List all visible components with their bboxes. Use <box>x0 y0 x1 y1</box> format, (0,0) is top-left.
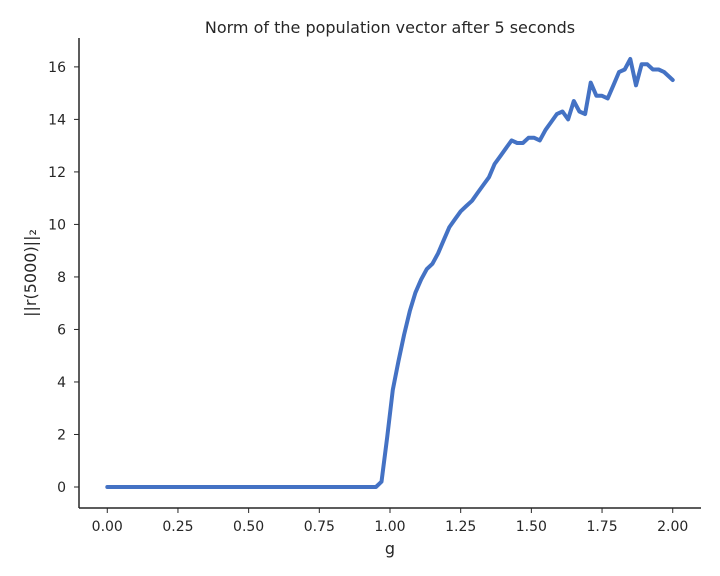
x-tick-label: 2.00 <box>657 519 688 535</box>
x-tick-label: 1.25 <box>445 519 476 535</box>
y-tick-label: 4 <box>57 375 66 391</box>
x-tick-label: 1.50 <box>516 519 547 535</box>
y-ticks: 0 2 4 6 8 10 12 14 16 <box>48 60 79 496</box>
x-tick-label: 0.75 <box>304 519 335 535</box>
y-tick-label: 12 <box>48 165 66 181</box>
x-tick-label: 0.00 <box>92 519 123 535</box>
y-tick-label: 8 <box>57 270 66 286</box>
y-tick-label: 0 <box>57 480 66 496</box>
x-axis-label: g <box>385 539 395 558</box>
y-tick-label: 2 <box>57 427 66 443</box>
y-axis-label: ||r(5000)||₂ <box>21 229 40 317</box>
y-tick-label: 14 <box>48 112 66 128</box>
x-tick-label: 1.75 <box>586 519 617 535</box>
x-ticks: 0.00 0.25 0.50 0.75 1.00 1.25 1.50 1.75 2.00 <box>92 508 688 535</box>
x-tick-label: 1.00 <box>374 519 405 535</box>
y-tick-label: 6 <box>57 322 66 338</box>
x-tick-label: 0.50 <box>233 519 264 535</box>
series-line <box>105 57 675 489</box>
y-tick-label: 10 <box>48 217 66 233</box>
x-tick-label: 0.25 <box>162 519 193 535</box>
chart-title: Norm of the population vector after 5 se… <box>205 18 575 37</box>
plot-area: 0.00 0.25 0.50 0.75 1.00 1.25 1.50 1.75 2.00 0 2 4… <box>48 38 701 535</box>
y-tick-label: 16 <box>48 60 66 76</box>
